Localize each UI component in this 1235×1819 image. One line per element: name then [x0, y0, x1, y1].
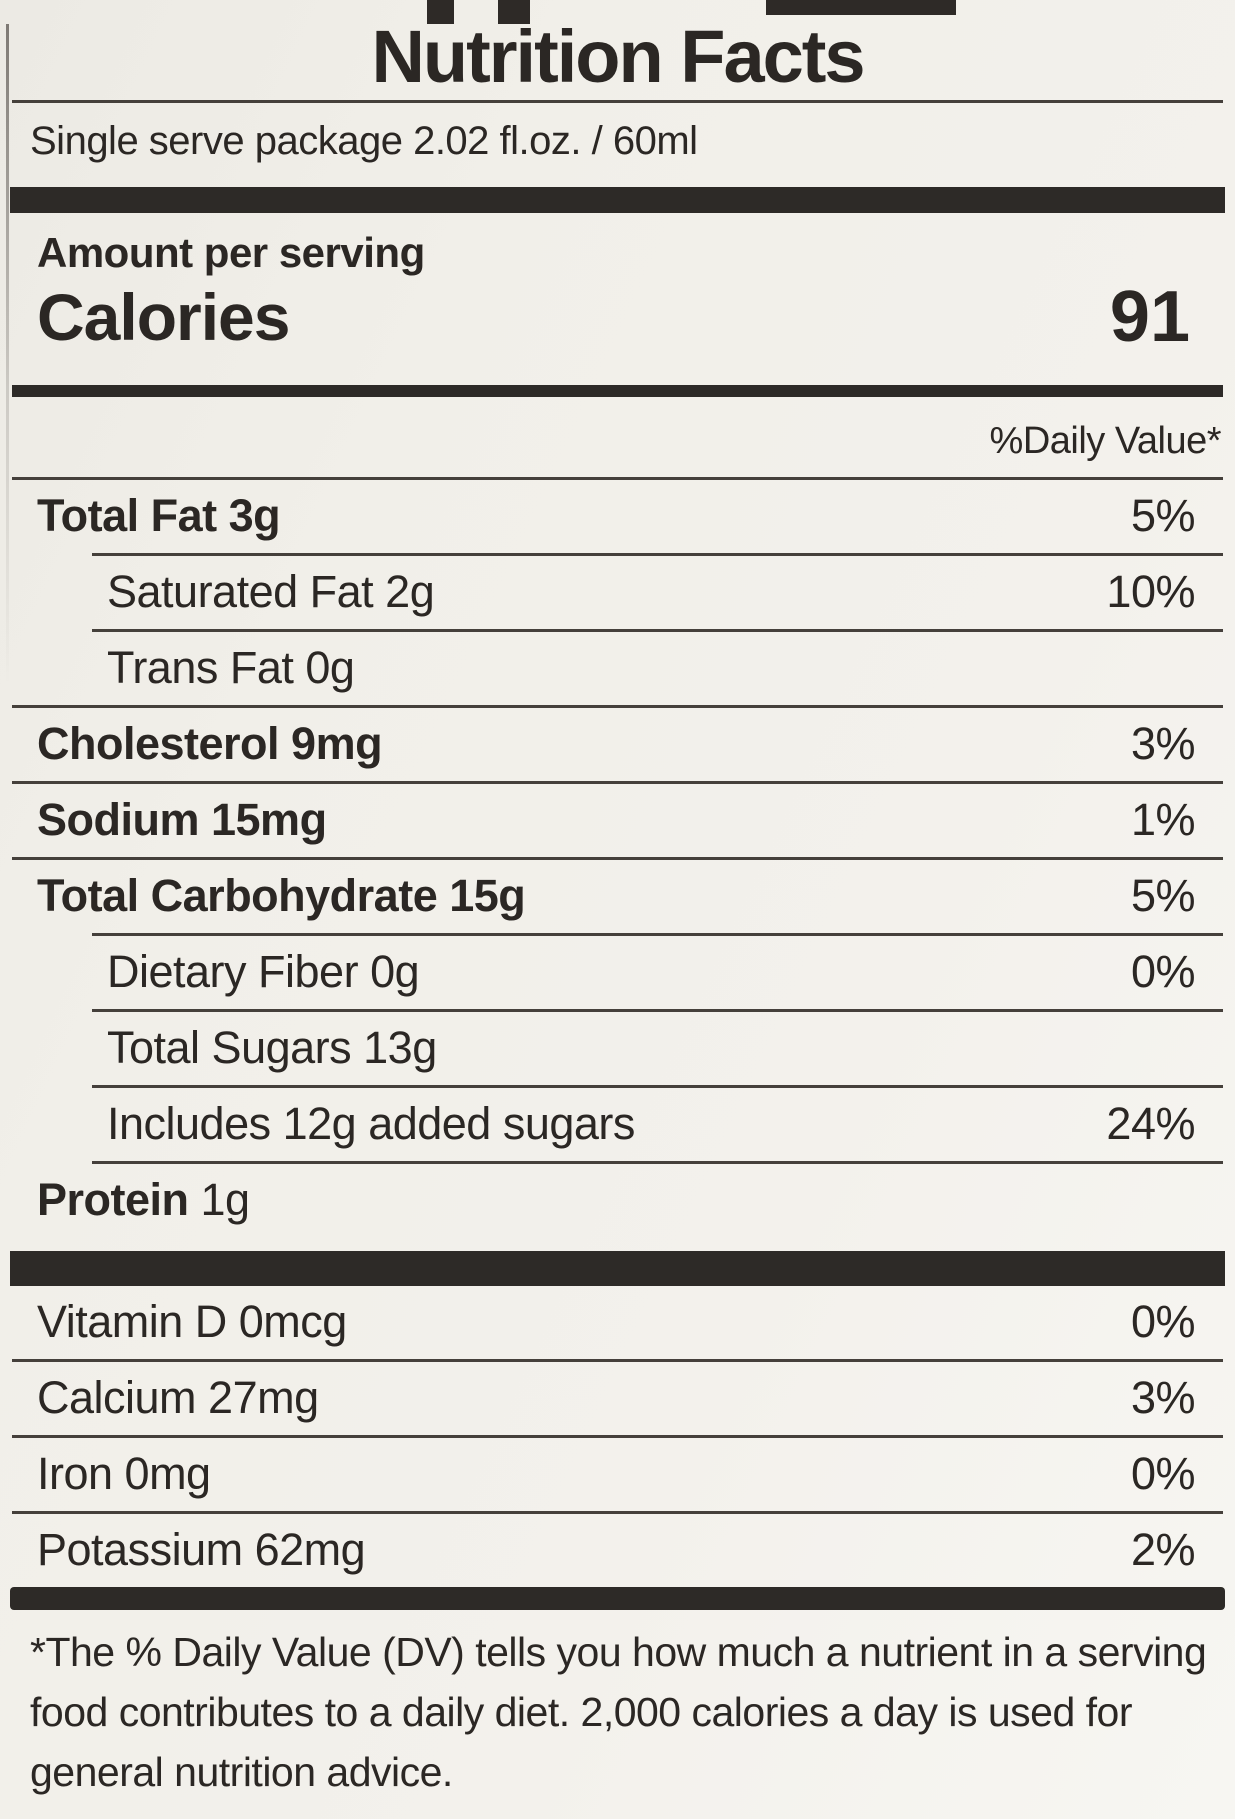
- nutrient-row-potassium: Potassium 62mg 2%: [0, 1514, 1235, 1587]
- nutrient-label: Total Fat 3g: [37, 490, 281, 541]
- nutrient-amount: 0mcg: [226, 1296, 348, 1347]
- thick-separator: [10, 1251, 1225, 1286]
- nutrient-name: Total Carbohydrate: [37, 870, 438, 921]
- nutrient-name: Cholesterol: [37, 718, 280, 769]
- nutrient-amount: 15mg: [199, 794, 327, 845]
- nutrient-amount: 9mg: [279, 718, 383, 769]
- nutrient-daily-value: 2%: [1130, 1524, 1196, 1575]
- nutrient-row-dietary-fiber: Dietary Fiber 0g 0%: [0, 936, 1235, 1009]
- nutrient-name: Trans Fat: [107, 642, 294, 693]
- amount-per-serving-label: Amount per serving: [37, 229, 425, 276]
- nutrient-amount: 1g: [188, 1174, 251, 1225]
- nutrient-label: Total Sugars 13g: [107, 1025, 437, 1071]
- serving-size-text: Single serve package 2.02 fl.oz. / 60ml: [30, 119, 698, 163]
- separator: [12, 1511, 1223, 1514]
- scan-artifact: [766, 0, 956, 15]
- nutrient-row-total-sugars: Total Sugars 13g: [0, 1012, 1235, 1085]
- nutrient-daily-value: 24%: [1106, 1098, 1195, 1149]
- scan-artifact: [427, 0, 454, 24]
- separator: [12, 100, 1223, 103]
- nutrient-daily-value: 1%: [1130, 794, 1196, 845]
- nutrient-label: Vitamin D 0mcg: [37, 1299, 347, 1345]
- nutrient-name: Vitamin D: [37, 1296, 227, 1347]
- daily-value-header: %Daily Value*: [989, 420, 1222, 462]
- nutrient-row-vitamin-d: Vitamin D 0mcg 0%: [0, 1286, 1235, 1359]
- nutrient-label: Potassium 62mg: [37, 1524, 366, 1575]
- nutrient-daily-value: 3%: [1130, 718, 1196, 769]
- separator: [12, 477, 1223, 480]
- nutrient-amount: 15g: [437, 870, 526, 921]
- nutrient-row-includes-12g-added-sugars: Includes 12g added sugars 24%: [0, 1088, 1235, 1161]
- nutrient-daily-value: 3%: [1130, 1372, 1196, 1423]
- nutrient-row-trans-fat: Trans Fat 0g: [0, 632, 1235, 705]
- separator: [12, 857, 1223, 860]
- nutrient-amount: 2g: [373, 566, 435, 617]
- nutrient-name: Includes 12g added sugars: [107, 1098, 635, 1149]
- nutrient-row-sodium: Sodium 15mg 1%: [0, 784, 1235, 857]
- nutrient-name: Calcium: [37, 1372, 197, 1423]
- nutrient-amount: 0mg: [112, 1448, 212, 1499]
- nutrient-label: Saturated Fat 2g: [107, 566, 435, 617]
- nutrient-daily-value: 0%: [1130, 946, 1196, 997]
- separator: [92, 1009, 1223, 1012]
- separator: [92, 1085, 1223, 1088]
- separator: [12, 1435, 1223, 1438]
- nutrient-amount: 27mg: [196, 1372, 319, 1423]
- nutrient-name: Dietary Fiber: [107, 946, 359, 997]
- separator: [92, 553, 1223, 556]
- separator: [92, 933, 1223, 936]
- nutrient-row-saturated-fat: Saturated Fat 2g 10%: [0, 556, 1235, 629]
- nutrient-label: Includes 12g added sugars: [107, 1101, 635, 1147]
- nutrient-amount: 0g: [293, 642, 355, 693]
- thick-separator: [12, 385, 1223, 397]
- nutrient-table: Total Fat 3g 5% Saturated Fat 2g 10% Trans F…: [0, 477, 1235, 1251]
- separator: [12, 781, 1223, 784]
- nutrient-label: Cholesterol 9mg: [37, 718, 383, 769]
- scan-edge-artifact: [6, 24, 9, 684]
- nutrient-daily-value: 0%: [1130, 1448, 1196, 1499]
- separator: [92, 629, 1223, 632]
- nutrient-daily-value: 5%: [1130, 870, 1196, 921]
- scan-artifact: [498, 0, 530, 24]
- calories-label: Calories: [37, 280, 290, 354]
- separator: [12, 1359, 1223, 1362]
- separator: [92, 1161, 1223, 1164]
- calories-value: 91: [1109, 277, 1190, 357]
- separator: [12, 705, 1223, 708]
- nutrient-name: Potassium: [37, 1524, 243, 1575]
- nutrient-amount: 0g: [358, 946, 420, 997]
- nutrient-row-iron: Iron 0mg 0%: [0, 1438, 1235, 1511]
- nutrient-label: Calcium 27mg: [37, 1375, 319, 1421]
- nutrient-name: Saturated Fat: [107, 566, 374, 617]
- nutrient-row-cholesterol: Cholesterol 9mg 3%: [0, 708, 1235, 781]
- nutrient-amount: 13g: [351, 1022, 437, 1073]
- nutrient-label: Dietary Fiber 0g: [107, 946, 420, 997]
- nutrient-name: Sodium: [37, 794, 200, 845]
- nutrient-label: Protein 1g: [37, 1177, 250, 1223]
- thick-separator: [10, 187, 1225, 213]
- nutrient-amount: 3g: [216, 490, 281, 541]
- micronutrient-table: Vitamin D 0mcg 0% Calcium 27mg 3% Iron 0mg 0%…: [0, 1286, 1235, 1587]
- nutrient-row-protein: Protein 1g: [0, 1164, 1235, 1251]
- nutrient-amount: 62mg: [242, 1524, 366, 1575]
- nutrient-row-calcium: Calcium 27mg 3%: [0, 1362, 1235, 1435]
- label-title: Nutrition Facts: [371, 15, 865, 98]
- nutrient-name: Protein: [37, 1174, 189, 1225]
- thick-separator: [10, 1587, 1225, 1610]
- nutrient-daily-value: 0%: [1130, 1296, 1196, 1347]
- nutrient-daily-value: 10%: [1106, 566, 1195, 617]
- nutrient-label: Iron 0mg: [37, 1451, 211, 1497]
- nutrient-name: Total Fat: [37, 490, 217, 541]
- nutrient-name: Iron: [37, 1448, 113, 1499]
- nutrient-row-total-fat: Total Fat 3g 5%: [0, 480, 1235, 553]
- nutrient-label: Trans Fat 0g: [107, 642, 355, 693]
- calories-row: Calories 91: [0, 277, 1235, 385]
- nutrient-label: Total Carbohydrate 15g: [37, 870, 526, 921]
- nutrient-label: Sodium 15mg: [37, 797, 327, 843]
- nutrient-name: Total Sugars: [107, 1022, 352, 1073]
- nutrient-daily-value: 5%: [1130, 490, 1196, 541]
- nutrient-row-total-carbohydrate: Total Carbohydrate 15g 5%: [0, 860, 1235, 933]
- daily-value-footnote: *The % Daily Value (DV) tells you how mu…: [30, 1629, 1207, 1795]
